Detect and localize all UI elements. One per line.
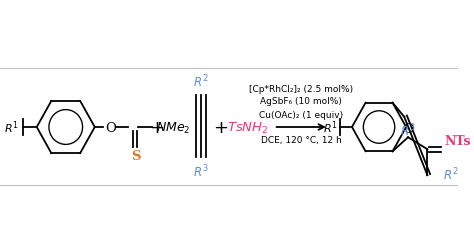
- Text: AgSbF₆ (10 mol%): AgSbF₆ (10 mol%): [260, 97, 342, 106]
- Text: +: +: [149, 119, 164, 137]
- Text: $R^2$: $R^2$: [443, 167, 458, 184]
- Text: +: +: [213, 119, 228, 137]
- Text: $R^3$: $R^3$: [193, 164, 209, 180]
- Text: Cu(OAc)₂ (1 equiv): Cu(OAc)₂ (1 equiv): [259, 111, 343, 120]
- Text: S: S: [131, 151, 140, 163]
- Text: $R^1$: $R^1$: [4, 120, 19, 136]
- Text: O: O: [105, 122, 116, 134]
- Text: $R^1$: $R^1$: [323, 120, 338, 136]
- Text: $R^3$: $R^3$: [401, 123, 416, 139]
- Text: [Cp*RhCl₂]₂ (2.5 mol%): [Cp*RhCl₂]₂ (2.5 mol%): [249, 85, 353, 93]
- Text: $NMe_2$: $NMe_2$: [156, 121, 190, 136]
- Text: DCE, 120 °C, 12 h: DCE, 120 °C, 12 h: [261, 136, 342, 146]
- Text: NTs: NTs: [445, 135, 471, 148]
- Text: $TsNH_2$: $TsNH_2$: [227, 121, 268, 136]
- Text: O: O: [403, 123, 413, 136]
- Text: $R^2$: $R^2$: [193, 74, 209, 90]
